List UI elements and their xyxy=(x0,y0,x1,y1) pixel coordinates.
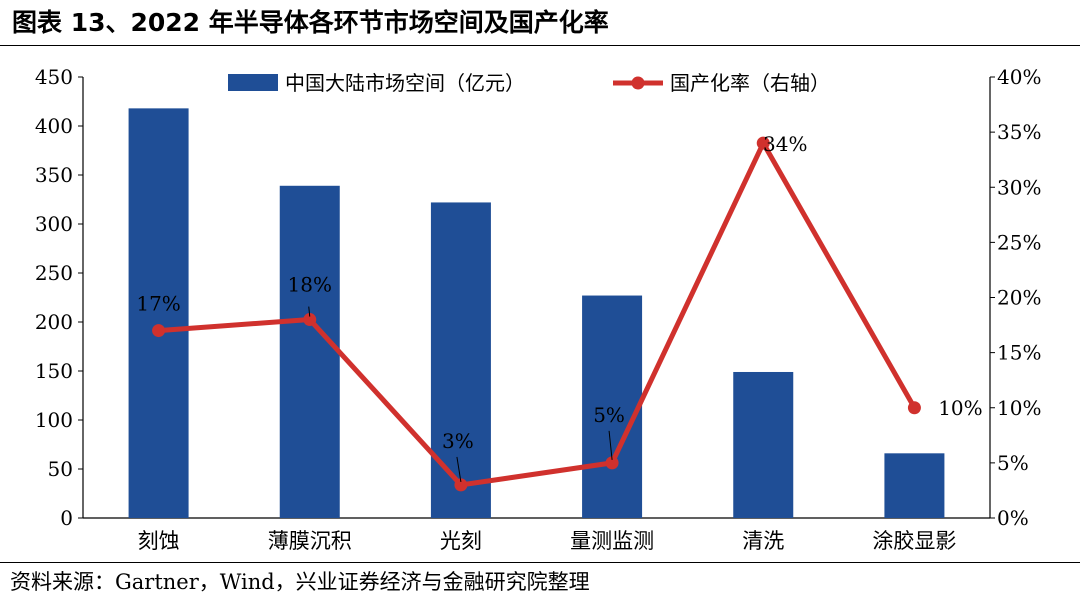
bar xyxy=(430,202,491,518)
left-tick-label: 0 xyxy=(60,506,73,530)
line-marker xyxy=(152,324,166,338)
left-tick-label: 250 xyxy=(35,261,73,285)
left-tick-label: 450 xyxy=(35,65,73,89)
left-tick-label: 400 xyxy=(35,114,73,138)
bar xyxy=(884,453,945,518)
right-tick-label: 15% xyxy=(997,341,1041,365)
title-rule xyxy=(0,45,1080,46)
right-tick-label: 30% xyxy=(997,175,1041,199)
right-tick-label: 5% xyxy=(997,451,1029,475)
data-label: 17% xyxy=(136,292,180,316)
data-label-leader xyxy=(608,430,613,460)
bar xyxy=(279,185,340,518)
left-tick-label: 350 xyxy=(35,163,73,187)
right-tick-label: 0% xyxy=(997,506,1029,530)
right-tick-label: 10% xyxy=(997,396,1041,420)
right-tick-label: 20% xyxy=(997,286,1041,310)
source-note: 资料来源：Gartner，Wind，兴业证券经济与金融研究院整理 xyxy=(10,570,590,594)
line-marker xyxy=(756,136,770,150)
left-tick-label: 200 xyxy=(35,310,73,334)
line-marker xyxy=(605,456,619,470)
right-tick-label: 25% xyxy=(997,230,1041,254)
x-tick-label: 刻蚀 xyxy=(138,529,180,553)
data-label: 10% xyxy=(938,396,982,420)
line-marker xyxy=(303,313,317,327)
legend-line-label: 国产化率（右轴） xyxy=(670,71,830,95)
x-tick-label: 清洗 xyxy=(742,529,784,553)
right-tick-label: 35% xyxy=(997,120,1041,144)
x-tick-label: 涂胶显影 xyxy=(872,529,956,553)
data-label-leader xyxy=(456,456,462,483)
bar xyxy=(582,295,643,518)
legend-bar-swatch xyxy=(228,74,278,91)
bar xyxy=(128,108,189,519)
data-label: 3% xyxy=(442,429,474,453)
chart: 0 50 100 150 200 250 300 350 400 450 0% 5% 10% 15% 20%… xyxy=(35,65,1042,553)
data-label: 18% xyxy=(288,273,332,297)
bar xyxy=(733,371,794,518)
figure-title: 图表 13、2022 年半导体各环节市场空间及国产化率 xyxy=(12,8,609,37)
data-label-leader xyxy=(308,306,311,317)
left-tick-label: 50 xyxy=(48,457,73,481)
x-tick-label: 薄膜沉积 xyxy=(268,529,352,553)
left-tick-label: 100 xyxy=(35,408,73,432)
legend-line-marker xyxy=(631,76,645,90)
left-tick-label: 300 xyxy=(35,212,73,236)
x-tick-label: 量测监测 xyxy=(570,529,654,553)
plot-area: 0 50 100 150 200 250 300 350 400 450 0% 5% 10% 15% 20%… xyxy=(35,65,1042,553)
legend-bar-label: 中国大陆市场空间（亿元） xyxy=(285,71,525,95)
x-tick-label: 光刻 xyxy=(440,529,482,553)
line-series xyxy=(158,140,917,488)
data-label: 34% xyxy=(763,132,807,156)
data-label: 5% xyxy=(593,403,625,427)
bottom-rule xyxy=(0,562,1080,563)
line-marker xyxy=(454,478,468,492)
right-tick-label: 40% xyxy=(997,65,1041,89)
line-marker xyxy=(907,401,921,415)
left-tick-label: 150 xyxy=(35,359,73,383)
